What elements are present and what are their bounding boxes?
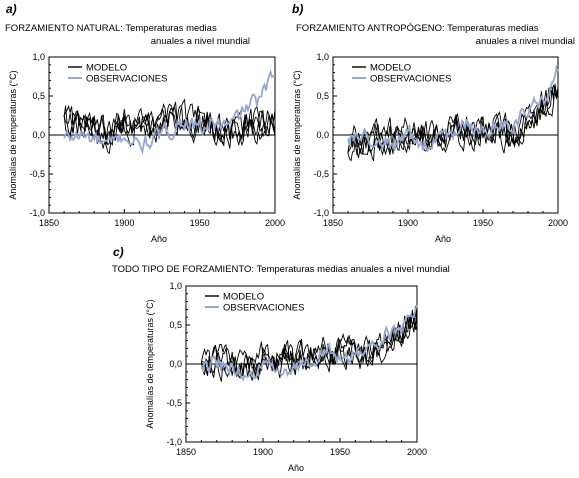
- x-tick-label: 1900: [114, 218, 134, 228]
- legend-model-label: MODELO: [86, 63, 127, 74]
- panel-letter: c): [113, 245, 124, 259]
- x-tick-label: 1850: [323, 218, 343, 228]
- y-tick-label: -1,0: [313, 208, 329, 218]
- y-tick-label: -0,5: [29, 169, 45, 179]
- panel-title-line-2: anuales a nivel mundial: [151, 36, 250, 47]
- panel-letter: a): [6, 2, 17, 16]
- x-axis-label: Año: [435, 234, 451, 244]
- x-axis-label: Año: [288, 463, 304, 473]
- panel-title: TODO TIPO DE FORZAMIENTO: Temperaturas m…: [112, 264, 450, 275]
- legend-observations-label: OBSERVACIONES: [86, 74, 167, 85]
- legend-observations-label: OBSERVACIONES: [223, 303, 304, 314]
- x-tick-label: 1850: [39, 218, 59, 228]
- y-tick-label: 0,5: [169, 320, 182, 330]
- y-tick-label: -0,5: [313, 169, 329, 179]
- panel-a: a) FORZAMIENTO NATURAL: Temperaturas medi…: [5, 2, 285, 244]
- y-tick-label: -1,0: [166, 437, 182, 447]
- y-tick-label: -1,0: [29, 208, 45, 218]
- panel-title-line-2: anuales a nivel mundial: [476, 36, 575, 47]
- y-tick-label: 1,0: [32, 52, 45, 62]
- legend-model-label: MODELO: [223, 292, 264, 303]
- y-tick-label: 0,5: [32, 91, 45, 101]
- y-axis-label: Anomalías de temperaturas (°C): [145, 299, 155, 428]
- x-tick-label: 1950: [330, 447, 350, 457]
- x-tick-label: 1950: [473, 218, 493, 228]
- y-tick-label: 1,0: [169, 281, 182, 291]
- x-tick-label: 2000: [407, 447, 427, 457]
- observations-series-line: [347, 64, 559, 153]
- x-tick-label: 1900: [253, 447, 273, 457]
- observations-series-line: [200, 305, 418, 382]
- y-tick-label: 1,0: [316, 52, 329, 62]
- x-tick-label: 2000: [265, 218, 285, 228]
- legend-background: [66, 60, 186, 84]
- x-tick-label: 1850: [176, 447, 196, 457]
- panel-letter: b): [292, 2, 303, 16]
- observations-series-line: [63, 68, 276, 156]
- y-tick-label: 0,5: [316, 91, 329, 101]
- y-axis-label: Anomalías de temperaturas (°C): [8, 70, 18, 199]
- model-series-line: [347, 84, 559, 162]
- y-tick-label: 0,0: [316, 130, 329, 140]
- model-series-line: [347, 83, 559, 162]
- legend-observations-label: OBSERVACIONES: [370, 74, 451, 85]
- model-series-line: [347, 85, 559, 156]
- x-axis-label: Año: [151, 234, 167, 244]
- legend-background: [350, 60, 470, 84]
- legend-model-label: MODELO: [370, 63, 411, 74]
- y-tick-label: 0,0: [32, 130, 45, 140]
- x-tick-label: 1900: [398, 218, 418, 228]
- panel-b: b) FORZAMIENTO ANTROPÓGENO: Temperaturas …: [292, 2, 575, 244]
- x-tick-label: 2000: [548, 218, 568, 228]
- y-tick-label: 0,0: [169, 359, 182, 369]
- y-tick-label: -0,5: [166, 398, 182, 408]
- panel-title: FORZAMIENTO NATURAL: Temperaturas medias: [5, 23, 217, 34]
- x-tick-label: 1950: [190, 218, 210, 228]
- legend-background: [203, 289, 323, 313]
- model-series-line: [63, 98, 276, 147]
- panel-title: FORZAMIENTO ANTROPÓGENO: Temperaturas me…: [296, 23, 539, 34]
- y-axis-label: Anomalías de temperaturas (°C): [292, 70, 302, 199]
- panel-c: c) TODO TIPO DE FORZAMIENTO: Temperaturas…: [112, 245, 450, 473]
